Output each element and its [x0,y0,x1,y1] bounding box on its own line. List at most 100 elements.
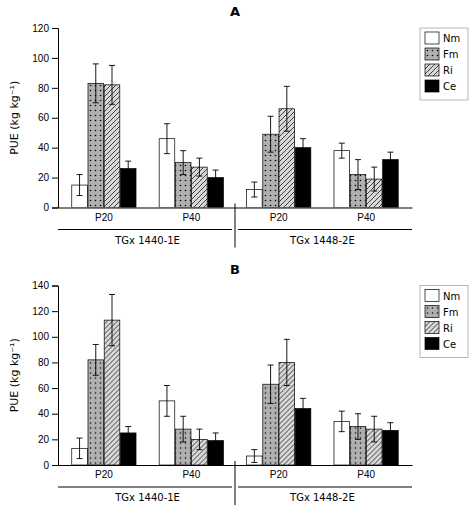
divider [235,204,236,248]
error-bar [77,438,83,459]
bar [334,151,350,208]
y-axis: 020406080100120 [32,23,58,214]
tick-label: 60 [38,383,50,394]
legend-item: Ce [425,80,456,92]
legend-swatch [425,290,439,302]
tick-label: 20 [38,434,50,445]
tick-label: P40 [357,469,375,480]
legend-label: Ce [443,339,456,350]
error-bar [300,398,306,419]
divider [238,487,412,488]
series [120,398,398,465]
error-bar [284,86,290,131]
tick-mark [52,465,58,466]
tick-mark [52,362,58,363]
tick-label: P20 [95,212,113,223]
tick: P20 [95,208,113,223]
title: B [230,262,240,277]
legend-item: Fm [425,306,459,318]
tick: 100 [32,53,58,64]
error-bar [180,151,186,175]
tick-mark [52,118,58,119]
error-bar [284,339,290,385]
legend-label: Ri [443,323,453,334]
legend-label: Nm [443,33,460,44]
title: A [230,4,240,19]
tick-label: 120 [32,23,49,34]
tick: 140 [32,280,58,291]
tick-label: 0 [43,460,49,471]
tick: 20 [38,434,58,445]
divider [235,461,236,505]
tick-label: P40 [182,469,200,480]
tick-label: 140 [32,280,49,291]
panel: 020406080100120P20P40P20P40TGx 1440-1ETG… [8,4,468,248]
error-bar [268,365,274,403]
legend-swatch [425,64,439,76]
tick-mark [52,337,58,338]
error-bar [196,429,202,450]
panel: 020406080100120140P20P40P20P40TGx 1440-1… [8,262,468,506]
error-bar [164,386,170,417]
tick-mark [52,58,58,59]
error-bar [371,416,377,442]
axis-line [52,29,59,209]
divider [58,487,232,488]
tick: 40 [38,142,58,153]
legend-item: Nm [425,290,460,302]
tick: 120 [32,23,58,34]
tick: P40 [182,465,200,480]
tick-label: 80 [38,357,50,368]
annotation: TGx 1440-1E [114,235,180,246]
marks [72,64,398,208]
tick: 60 [38,383,58,394]
error-bar [213,170,219,185]
error-bar [77,175,83,196]
error-bar [93,64,99,103]
error-bar [387,423,393,438]
tick: P40 [182,208,200,223]
legend-item: Nm [425,32,460,44]
series [120,139,398,208]
legend-label: Ce [443,81,456,92]
legend-label: Fm [443,49,459,60]
error-bar [125,161,131,176]
tick-label: 20 [38,172,50,183]
legend-label: Nm [443,291,460,302]
legend-frame [420,286,468,358]
tick: 80 [38,357,58,368]
tick: P20 [270,208,288,223]
error-bar [180,416,186,442]
error-bar [196,158,202,176]
tick-label: 60 [38,112,50,123]
legend-swatch [425,32,439,44]
legend-label: Fm [443,307,459,318]
axis-line [52,286,59,466]
tick-label: 100 [32,53,49,64]
tick-mark [52,28,58,29]
legend-item: Ri [425,64,453,76]
error-bar [339,411,345,432]
series [104,294,382,465]
legend-item: Fm [425,48,459,60]
tick-mark [52,414,58,415]
error-bar [251,182,257,197]
tick-label: 120 [32,306,49,317]
tick-label: 0 [43,202,49,213]
error-bar [213,433,219,448]
tick: 0 [43,202,58,213]
tick: 100 [32,331,58,342]
tick-label: P20 [270,212,288,223]
tick: 0 [43,460,58,471]
legend-item: Ce [425,338,456,350]
tick-label: 40 [38,408,50,419]
legend-swatch [425,48,439,60]
series [104,65,382,207]
tick-mark [52,439,58,440]
error-bar [164,124,170,154]
marks [72,294,398,465]
legend-item: Ri [425,322,453,334]
error-bar [339,143,345,158]
tick-label: P20 [95,469,113,480]
error-bar [387,152,393,167]
